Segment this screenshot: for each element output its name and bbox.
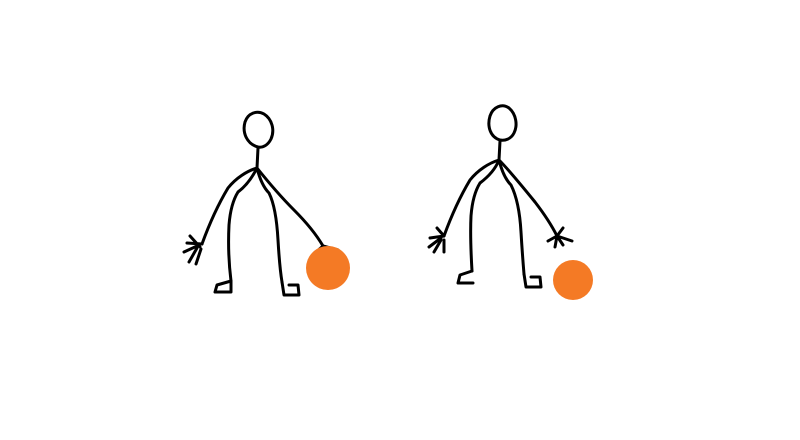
figure-2-left-foot <box>458 271 473 283</box>
stick-figure-1 <box>184 112 350 295</box>
figure-1-right-foot <box>282 282 299 295</box>
figure-1-head <box>244 112 273 147</box>
figure-2-ball <box>553 260 593 300</box>
figure-1-ball <box>306 246 350 290</box>
stick-figure-2 <box>429 106 593 300</box>
figure-2-right-arm <box>499 160 557 236</box>
figure-2-left-hand <box>429 228 444 252</box>
figure-1-right-arm <box>257 168 323 246</box>
figure-1-left-leg <box>229 168 257 281</box>
figure-2-right-foot <box>524 274 541 287</box>
figure-2-right-hand <box>548 228 572 247</box>
figure-2-neck <box>499 141 500 160</box>
figure-1-left-hand <box>184 236 202 264</box>
figure-1-left-foot <box>215 281 231 292</box>
figure-2-head <box>489 106 516 140</box>
figure-1-neck <box>257 148 258 168</box>
figure-2-right-leg <box>499 160 524 274</box>
